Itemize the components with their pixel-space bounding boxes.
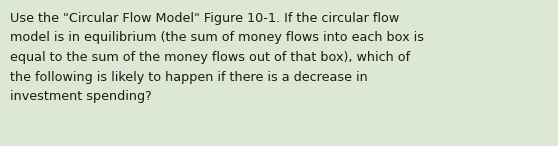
Text: investment spending?: investment spending?: [10, 90, 152, 103]
Text: model is in equilibrium (the sum of money flows into each box is: model is in equilibrium (the sum of mone…: [10, 32, 424, 45]
Text: equal to the sum of the money flows out of that box), which of: equal to the sum of the money flows out …: [10, 51, 410, 64]
Text: the following is likely to happen if there is a decrease in: the following is likely to happen if the…: [10, 71, 368, 84]
Text: Use the "Circular Flow Model" Figure 10-1. If the circular flow: Use the "Circular Flow Model" Figure 10-…: [10, 12, 400, 25]
